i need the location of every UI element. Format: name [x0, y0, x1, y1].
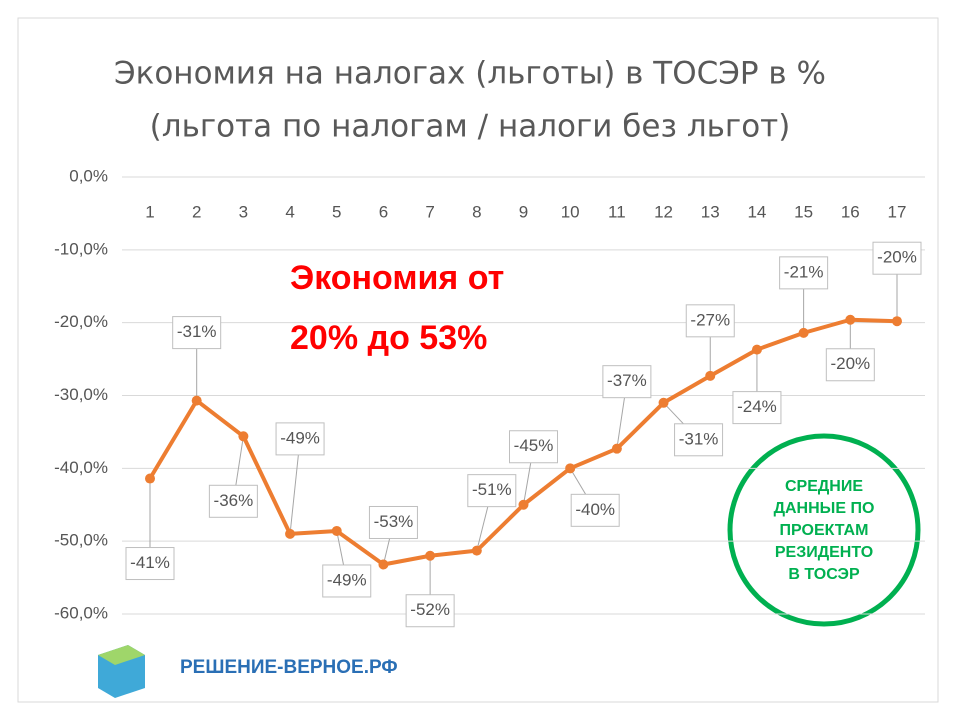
data-label: -45% — [514, 436, 554, 455]
data-label: -49% — [327, 570, 367, 589]
point — [845, 314, 856, 325]
label-box — [732, 391, 782, 425]
data-label: -51% — [472, 480, 512, 499]
data-label: -37% — [607, 371, 647, 390]
x-tick-label: 7 — [425, 202, 434, 221]
label-box — [674, 423, 724, 457]
x-tick-label: 5 — [332, 202, 341, 221]
x-tick-label: 9 — [519, 202, 528, 221]
data-label: -49% — [280, 428, 320, 447]
point — [751, 344, 762, 355]
x-tick-label: 16 — [841, 202, 860, 221]
label-box — [368, 505, 418, 539]
y-tick-label: -60,0% — [54, 603, 108, 622]
data-label: -20% — [830, 354, 870, 373]
data-label: -36% — [214, 491, 254, 510]
point — [518, 499, 529, 510]
point — [191, 395, 202, 406]
chart-subtitle: (льгота по налогам / налоги без льгот) — [150, 109, 791, 145]
point — [705, 370, 716, 381]
label-box — [825, 348, 875, 382]
point — [565, 463, 576, 474]
label-box — [172, 316, 222, 350]
data-label: -24% — [737, 397, 777, 416]
y-tick-label: -30,0% — [54, 385, 108, 404]
x-tick-label: 14 — [747, 202, 766, 221]
point — [378, 559, 389, 570]
label-box — [467, 474, 517, 508]
x-tick-label: 10 — [561, 202, 580, 221]
x-tick-label: 3 — [239, 202, 248, 221]
point — [471, 545, 482, 556]
label-box — [125, 547, 175, 581]
point — [285, 528, 296, 539]
point — [331, 525, 342, 536]
label-box — [872, 241, 922, 275]
label-box — [602, 365, 652, 399]
annotation: 20% до 53% — [290, 319, 487, 357]
point — [425, 550, 436, 561]
y-tick-label: -10,0% — [54, 239, 108, 258]
chart-title: Экономия на налогах (льготы) в ТОСЭР в % — [114, 56, 826, 92]
x-tick-label: 17 — [888, 202, 907, 221]
logo-text: РЕШЕНИЕ-ВЕРНОЕ.РФ — [180, 657, 398, 678]
data-label: -52% — [410, 600, 450, 619]
x-tick-label: 6 — [379, 202, 388, 221]
y-tick-label: -50,0% — [54, 531, 108, 550]
label-box — [570, 493, 620, 527]
y-tick-label: -20,0% — [54, 312, 108, 331]
data-label: -41% — [130, 553, 170, 572]
data-label: -31% — [679, 429, 719, 448]
badge-text: В ТОСЭР — [788, 566, 860, 583]
label-box — [275, 422, 325, 456]
data-label: -20% — [877, 248, 917, 267]
point — [892, 316, 902, 327]
label-box — [405, 594, 455, 628]
annotation: Экономия от — [290, 259, 504, 297]
point — [145, 473, 155, 484]
badge-text: ДАННЫЕ ПО — [774, 500, 875, 517]
point — [658, 397, 669, 408]
badge-circle — [727, 433, 921, 627]
data-label: -53% — [374, 512, 414, 531]
data-label: -27% — [690, 310, 730, 329]
label-box — [779, 256, 829, 290]
label-box — [322, 564, 372, 598]
x-tick-label: 15 — [794, 202, 813, 221]
x-tick-label: 11 — [608, 202, 626, 221]
data-label: -21% — [784, 262, 824, 281]
x-tick-label: 4 — [285, 202, 294, 221]
label-box — [685, 304, 735, 338]
data-label: -40% — [575, 500, 615, 519]
badge-text: РЕЗИДЕНТО — [775, 544, 873, 561]
label-box — [509, 430, 558, 464]
x-tick-label: 8 — [472, 202, 481, 221]
x-tick-label: 13 — [701, 202, 720, 221]
label-box — [208, 484, 258, 518]
badge-text: ПРОЕКТАМ — [780, 522, 869, 539]
data-label: -31% — [177, 322, 217, 341]
logo-icon-top — [98, 645, 145, 665]
point — [238, 431, 249, 442]
point — [798, 327, 809, 338]
x-tick-label: 12 — [654, 202, 673, 221]
y-tick-label: 0,0% — [69, 166, 108, 185]
y-tick-label: -40,0% — [54, 458, 108, 477]
point — [611, 443, 622, 454]
x-tick-label: 2 — [192, 202, 201, 221]
x-tick-label: 1 — [145, 202, 154, 221]
badge-text: СРЕДНИЕ — [785, 478, 863, 495]
